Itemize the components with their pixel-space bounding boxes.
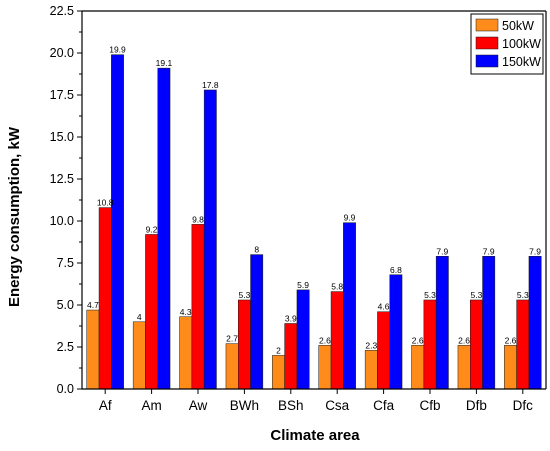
bar-100kW-Aw: [191, 224, 205, 390]
bar-100kW-Cfa: [377, 311, 391, 390]
bar-150kW-Aw: [203, 89, 217, 390]
x-tick-label: BWh: [230, 398, 259, 413]
data-label: 4: [137, 312, 142, 322]
bar-150kW-Cfb: [435, 256, 449, 390]
x-tick-label: Dfc: [513, 398, 534, 413]
y-tick-label: 15.0: [50, 130, 74, 144]
bar-150kW-Am: [157, 67, 171, 390]
x-tick-label: Am: [141, 398, 161, 413]
data-label: 2.3: [365, 340, 377, 350]
bar-100kW-Csa: [330, 291, 344, 390]
data-label: 17.8: [202, 80, 219, 90]
bar-100kW-Af: [98, 207, 112, 390]
axes-layer: 0.0 2.5 5.0 7.5 10.0 12.5 15.0 17.5 20.0 22.5 Af Am…: [50, 4, 547, 413]
data-label: 4.7: [87, 300, 99, 310]
data-label: 8: [254, 245, 259, 255]
bar-150kW-BWh: [250, 254, 264, 390]
bar-50kW-Aw: [179, 316, 193, 390]
legend-swatch-150kW: [475, 54, 499, 68]
legend: 50kW 100kW 150kW: [470, 13, 544, 75]
legend-label-100kW: 100kW: [502, 37, 541, 51]
data-labels-layer: 4.7 10.8 19.9 4 9.2 19.1 4.3 9.8 17.8 2.7 5.3 8 2 3.9…: [87, 45, 541, 356]
data-label: 2: [276, 345, 281, 355]
data-label: 5.3: [517, 290, 529, 300]
bar-100kW-BWh: [238, 299, 251, 390]
data-label: 5.8: [331, 282, 343, 292]
data-label: 6.8: [390, 265, 402, 275]
data-label: 19.1: [156, 58, 173, 68]
y-tick-label: 22.5: [50, 4, 74, 18]
bar-150kW-BSh: [296, 289, 310, 390]
legend-swatch-100kW: [475, 36, 499, 50]
x-tick-label: Dfb: [466, 398, 487, 413]
bar-100kW-Dfb: [470, 299, 483, 390]
bar-50kW-Am: [132, 321, 146, 390]
data-label: 5.3: [238, 290, 250, 300]
x-tick-label: Af: [99, 398, 112, 413]
data-label: 2.6: [412, 335, 424, 345]
data-label: 9.8: [192, 214, 204, 224]
y-tick-label: 5.0: [57, 298, 74, 312]
bar-100kW-Cfb: [423, 299, 437, 390]
x-tick-label: Aw: [189, 398, 208, 413]
y-tick-label: 10.0: [50, 214, 74, 228]
x-tick-label: Cfa: [373, 398, 395, 413]
x-tick-label: BSh: [278, 398, 304, 413]
data-label: 9.9: [344, 213, 356, 223]
x-axis-title: Climate area: [270, 427, 360, 444]
bar-50kW-Csa: [318, 345, 332, 390]
data-label: 5.9: [297, 280, 309, 290]
bar-50kW-Cfa: [364, 350, 378, 390]
bar-150kW-Cfa: [389, 274, 403, 390]
legend-label-150kW: 150kW: [502, 55, 541, 69]
bar-50kW-BSh: [272, 355, 285, 390]
y-tick-label: 7.5: [57, 256, 74, 270]
data-label: 7.9: [436, 246, 448, 256]
bar-100kW-Am: [145, 234, 158, 390]
data-label: 2.6: [319, 335, 331, 345]
data-label: 7.9: [529, 246, 541, 256]
y-tick-label: 12.5: [50, 172, 74, 186]
data-label: 3.9: [285, 313, 297, 323]
data-label: 4.6: [378, 302, 390, 312]
data-label: 4.3: [180, 307, 192, 317]
bar-50kW-Cfb: [411, 345, 425, 390]
bar-150kW-Dfc: [528, 256, 542, 390]
x-tick-label: Csa: [325, 398, 349, 413]
data-label: 19.9: [109, 45, 126, 55]
data-label: 7.9: [483, 246, 495, 256]
y-tick-label: 20.0: [50, 46, 74, 60]
data-label: 9.2: [146, 224, 158, 234]
bar-50kW-Dfb: [457, 345, 471, 390]
data-label: 5.3: [470, 290, 482, 300]
y-tick-label: 2.5: [57, 340, 74, 354]
bar-150kW-Csa: [343, 222, 356, 390]
y-tick-label: 0.0: [57, 382, 74, 396]
legend-label-50kW: 50kW: [502, 19, 534, 33]
bar-100kW-BSh: [284, 323, 298, 390]
y-tick-label: 17.5: [50, 88, 74, 102]
x-tick-label: Cfb: [419, 398, 440, 413]
y-axis-title: Energy consumption, kW: [6, 126, 23, 307]
bar-100kW-Dfc: [516, 299, 530, 390]
bar-50kW-Dfc: [504, 345, 517, 390]
bars-layer: [86, 54, 542, 390]
data-label: 2.6: [505, 335, 517, 345]
data-label: 2.7: [226, 334, 238, 344]
bar-150kW-Af: [111, 54, 124, 390]
bar-50kW-BWh: [225, 343, 239, 390]
bar-150kW-Dfb: [482, 256, 496, 390]
legend-swatch-50kW: [475, 18, 499, 32]
data-label: 2.6: [458, 335, 470, 345]
data-label: 5.3: [424, 290, 436, 300]
bar-50kW-Af: [86, 309, 100, 390]
data-label: 10.8: [97, 198, 114, 208]
